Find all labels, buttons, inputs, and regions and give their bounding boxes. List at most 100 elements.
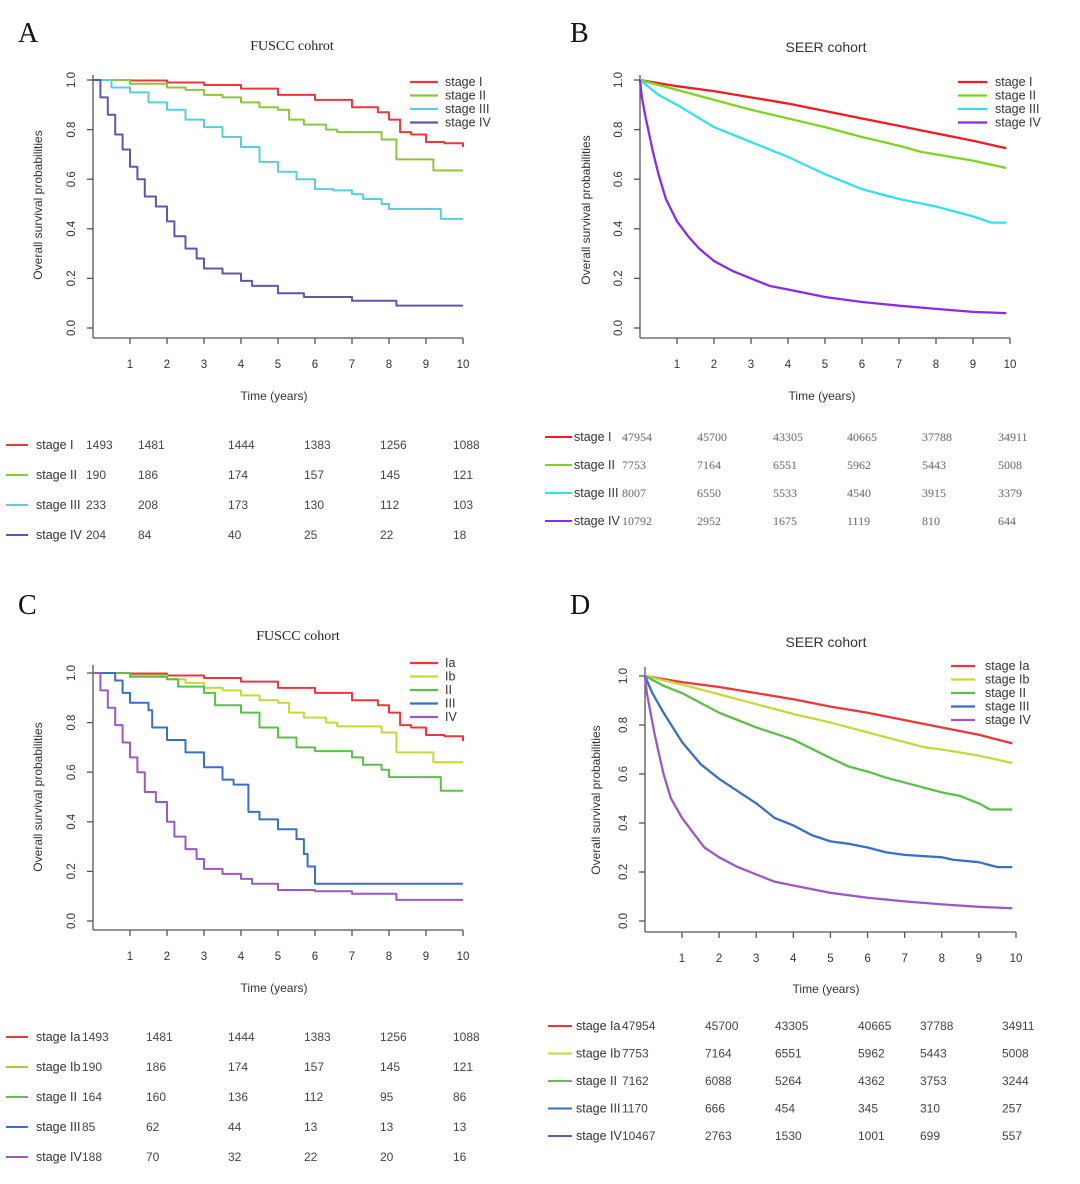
legend-label: stage III <box>985 700 1029 714</box>
legend-label: stage II <box>985 686 1026 700</box>
series-line-ib <box>93 672 463 764</box>
x-tick-label: 10 <box>1004 359 1017 371</box>
risk-row-value: 13 <box>453 1120 467 1134</box>
x-tick-label: 5 <box>275 951 281 963</box>
risk-row-value: 43305 <box>773 430 803 444</box>
legend-label: stage II <box>445 89 486 103</box>
risk-row-value: 13 <box>380 1120 394 1134</box>
risk-row-value: 37788 <box>922 430 952 444</box>
legend-label: stage III <box>995 102 1039 116</box>
series-line-iv <box>93 672 463 901</box>
risk-row-value: 204 <box>86 528 106 542</box>
risk-row-value: 86 <box>453 1090 467 1104</box>
x-tick-label: 2 <box>164 359 170 371</box>
panel-letter: C <box>18 590 37 621</box>
x-tick-label: 9 <box>423 951 429 963</box>
x-tick-label: 6 <box>859 359 865 371</box>
risk-row-value: 1444 <box>228 438 255 452</box>
x-tick-label: 8 <box>386 951 392 963</box>
risk-row-value: 7162 <box>622 1074 649 1088</box>
risk-table-row: stage I 47954 45700 43305 40665 37788 34911 <box>545 430 1028 444</box>
y-tick-label: 0.2 <box>613 270 625 286</box>
risk-table-row: stage II 164 160 136 112 95 86 <box>6 1090 467 1104</box>
series-line-stage-iv <box>93 79 463 307</box>
x-tick-label: 7 <box>349 951 355 963</box>
risk-row-value: 45700 <box>705 1019 739 1033</box>
series-line-stage-iii <box>639 79 1007 224</box>
risk-table-row: stage II 7162 6088 5264 4362 3753 3244 <box>548 1074 1029 1088</box>
risk-row-value: 145 <box>380 468 400 482</box>
risk-row-value: 145 <box>380 1060 400 1074</box>
y-tick-label: 0.4 <box>66 813 78 830</box>
y-tick-label: 0.8 <box>618 717 630 733</box>
x-tick-label: 1 <box>674 359 680 371</box>
risk-row-label: stage Ia <box>36 1030 81 1044</box>
risk-row-label: stage I <box>574 430 612 444</box>
chart-title: FUSCC cohort <box>256 629 340 644</box>
risk-row-value: 112 <box>380 498 399 512</box>
risk-row-value: 186 <box>146 1060 166 1074</box>
risk-row-label: stage II <box>576 1074 617 1088</box>
risk-row-value: 1493 <box>82 1030 109 1044</box>
risk-row-label: stage IV <box>36 528 83 542</box>
risk-row-value: 16 <box>453 1150 467 1164</box>
risk-row-value: 233 <box>86 498 106 512</box>
y-tick-label: 0.0 <box>613 320 625 336</box>
y-tick-label: 0.2 <box>618 864 630 880</box>
x-tick-label: 2 <box>164 951 170 963</box>
risk-row-value: 1088 <box>453 438 480 452</box>
x-tick-label: 3 <box>201 951 207 963</box>
risk-row-value: 1119 <box>847 514 870 528</box>
x-tick-label: 5 <box>275 359 281 371</box>
risk-row-value: 5962 <box>847 458 871 472</box>
risk-row-value: 188 <box>82 1150 102 1164</box>
risk-row-value: 70 <box>146 1150 160 1164</box>
series-line-stage-i <box>93 79 464 147</box>
x-tick-label: 10 <box>457 359 470 371</box>
risk-row-value: 157 <box>304 1060 324 1074</box>
x-tick-label: 9 <box>423 359 429 371</box>
y-tick-label: 0.4 <box>618 814 630 831</box>
risk-row-label: stage Ib <box>36 1060 81 1074</box>
risk-row-label: stage II <box>36 468 77 482</box>
risk-row-value: 5443 <box>920 1047 947 1061</box>
legend-label: stage I <box>995 75 1033 89</box>
risk-row-value: 4540 <box>847 486 871 500</box>
risk-row-value: 40665 <box>858 1019 892 1033</box>
risk-row-value: 22 <box>380 528 394 542</box>
series-line-stage-iv <box>638 79 1007 315</box>
legend-label: III <box>445 697 455 711</box>
risk-row-value: 130 <box>304 498 324 512</box>
x-tick-label: 9 <box>976 953 982 965</box>
risk-row-value: 3379 <box>998 486 1022 500</box>
series-line-stage-ia <box>644 674 1013 745</box>
risk-row-value: 454 <box>775 1102 795 1116</box>
y-tick-label: 0.6 <box>613 171 625 187</box>
risk-row-value: 6088 <box>705 1074 732 1088</box>
risk-row-value: 345 <box>858 1102 878 1116</box>
risk-table-row: stage IV 204 84 40 25 22 18 <box>6 528 467 542</box>
risk-row-value: 85 <box>82 1120 96 1134</box>
risk-row-value: 121 <box>453 468 473 482</box>
risk-table-row: stage IV 10792 2952 1675 1119 810 644 <box>545 514 1016 528</box>
series-line-stage-iv <box>643 675 1013 910</box>
risk-row-value: 22 <box>304 1150 318 1164</box>
x-tick-label: 4 <box>238 951 245 963</box>
risk-row-value: 1256 <box>380 1030 407 1044</box>
risk-row-value: 47954 <box>622 1019 656 1033</box>
risk-row-value: 5008 <box>1002 1047 1029 1061</box>
risk-row-value: 2763 <box>705 1129 732 1143</box>
x-tick-label: 4 <box>790 953 797 965</box>
risk-row-value: 112 <box>304 1090 323 1104</box>
risk-row-value: 174 <box>228 468 248 482</box>
x-tick-label: 8 <box>939 953 945 965</box>
series-line-stage-ii <box>639 78 1007 170</box>
risk-row-label: stage III <box>576 1102 620 1116</box>
risk-row-value: 1675 <box>773 514 797 528</box>
risk-row-value: 7753 <box>622 458 646 472</box>
series-line-ia <box>93 672 464 742</box>
risk-row-value: 5962 <box>858 1047 885 1061</box>
risk-table-row: stage IV 10467 2763 1530 1001 699 557 <box>548 1129 1022 1143</box>
chart-title: SEER cohort <box>786 39 867 55</box>
